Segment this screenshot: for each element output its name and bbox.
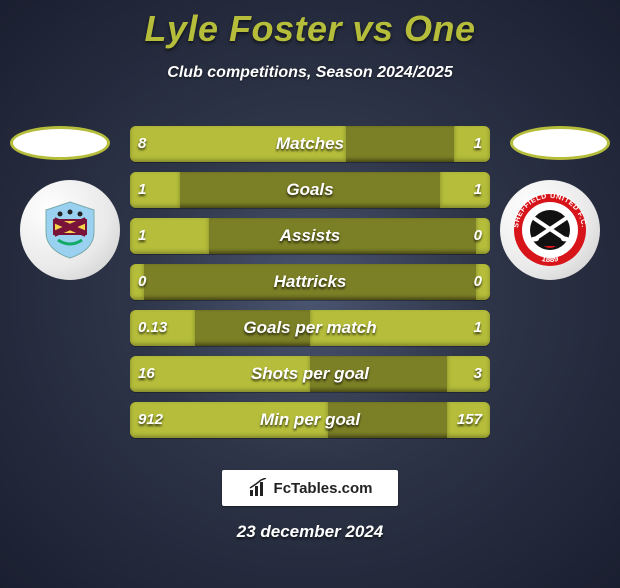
stat-label: Assists: [130, 218, 490, 254]
stat-row: 00Hattricks: [130, 264, 490, 300]
stat-bars: 81Matches 11Goals 10Assists 00Hattricks 0.13…: [130, 126, 490, 448]
burnley-crest-icon: [40, 200, 100, 260]
comparison-date: 23 december 2024: [0, 522, 620, 542]
stat-row: 0.131Goals per match: [130, 310, 490, 346]
sheffield-united-crest-icon: SHEFFIELD UNITED F.C. 1889: [511, 191, 589, 269]
right-player-ellipse: [510, 126, 610, 160]
stat-label: Hattricks: [130, 264, 490, 300]
branding-badge[interactable]: FcTables.com: [222, 470, 398, 506]
stat-label: Goals per match: [130, 310, 490, 346]
subtitle: Club competitions, Season 2024/2025: [0, 64, 620, 82]
chart-icon: [248, 478, 268, 498]
stat-row: 81Matches: [130, 126, 490, 162]
left-player-ellipse: [10, 126, 110, 160]
stat-label: Shots per goal: [130, 356, 490, 392]
stat-label: Goals: [130, 172, 490, 208]
stat-row: 10Assists: [130, 218, 490, 254]
stat-row: 11Goals: [130, 172, 490, 208]
stat-label: Matches: [130, 126, 490, 162]
stat-label: Min per goal: [130, 402, 490, 438]
stat-row: 912157Min per goal: [130, 402, 490, 438]
page-title: Lyle Foster vs One: [0, 8, 620, 50]
right-club-crest: SHEFFIELD UNITED F.C. 1889: [500, 180, 600, 280]
branding-text: FcTables.com: [274, 480, 373, 497]
stat-row: 163Shots per goal: [130, 356, 490, 392]
left-club-crest: [20, 180, 120, 280]
svg-text:1889: 1889: [541, 254, 560, 264]
